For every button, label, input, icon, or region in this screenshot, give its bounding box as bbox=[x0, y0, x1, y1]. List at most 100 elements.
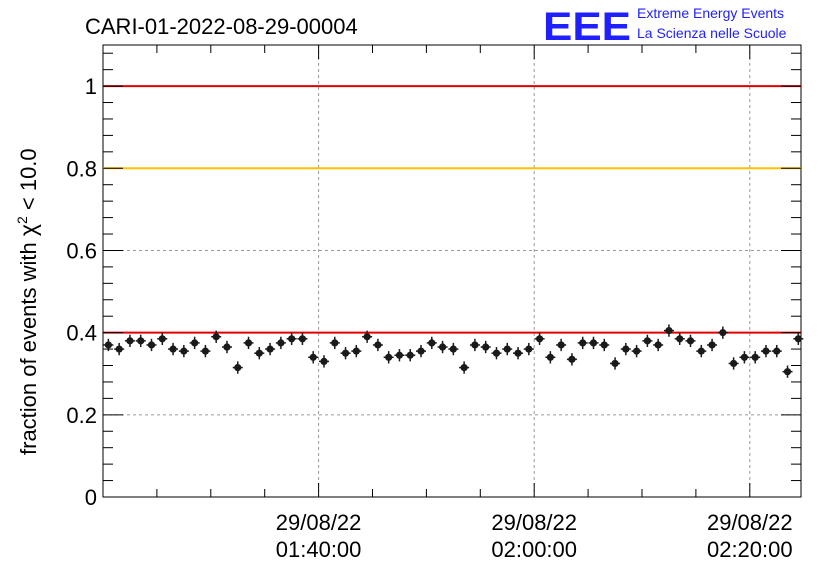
logo-line-1: Extreme Energy Events bbox=[637, 5, 784, 21]
y-tick-label: 0.4 bbox=[66, 321, 97, 346]
point-marker bbox=[244, 339, 253, 347]
point-marker bbox=[266, 345, 274, 353]
data-point bbox=[556, 338, 567, 352]
point-marker bbox=[115, 345, 123, 353]
y-tick-label: 1 bbox=[85, 74, 97, 99]
point-marker bbox=[298, 335, 307, 343]
x-axis: 29/08/2201:40:0029/08/2202:00:0029/08/22… bbox=[156, 45, 793, 562]
point-marker bbox=[428, 339, 436, 347]
data-point bbox=[793, 332, 804, 345]
point-marker bbox=[579, 339, 587, 347]
data-point bbox=[631, 344, 642, 358]
point-marker bbox=[557, 341, 565, 349]
point-marker bbox=[503, 345, 511, 353]
data-point bbox=[685, 334, 696, 348]
point-marker bbox=[665, 326, 673, 335]
point-marker bbox=[449, 345, 457, 353]
point-marker bbox=[525, 345, 533, 353]
point-marker bbox=[535, 335, 544, 343]
data-point bbox=[513, 347, 524, 360]
point-marker bbox=[147, 341, 156, 349]
data-point bbox=[189, 336, 200, 350]
point-marker bbox=[201, 347, 210, 355]
data-point bbox=[707, 338, 718, 352]
point-marker bbox=[406, 351, 414, 359]
data-point bbox=[480, 340, 491, 354]
point-marker bbox=[234, 363, 242, 372]
y-tick-label: 0 bbox=[85, 485, 97, 510]
grid bbox=[103, 45, 801, 497]
data-point bbox=[286, 332, 297, 345]
y-axis-label: fraction of events with χ2 < 10.0 bbox=[14, 148, 41, 455]
data-point bbox=[372, 338, 383, 352]
data-point bbox=[469, 338, 480, 352]
data-point bbox=[275, 336, 286, 350]
x-tick-date: 29/08/22 bbox=[276, 510, 362, 535]
x-tick-time: 02:00:00 bbox=[491, 537, 577, 562]
y-tick-label: 0.8 bbox=[66, 156, 97, 181]
point-marker bbox=[169, 345, 177, 353]
point-marker bbox=[773, 347, 781, 355]
data-point bbox=[577, 336, 588, 350]
data-point bbox=[599, 338, 610, 352]
data-point bbox=[448, 342, 459, 356]
data-point bbox=[103, 338, 114, 352]
x-tick-date: 29/08/22 bbox=[707, 510, 793, 535]
point-marker bbox=[320, 357, 328, 365]
point-marker bbox=[676, 335, 684, 343]
data-point bbox=[168, 342, 179, 356]
point-marker bbox=[352, 347, 360, 355]
data-point bbox=[178, 344, 189, 358]
eee-logo: EEE Extreme Energy Events La Scienza nel… bbox=[543, 5, 787, 49]
plot-frame bbox=[102, 44, 802, 498]
data-point bbox=[124, 334, 135, 348]
point-marker bbox=[309, 353, 317, 361]
point-marker bbox=[600, 341, 608, 349]
logo-line-2: La Scienza nelle Scuole bbox=[637, 25, 787, 41]
data-point bbox=[566, 353, 577, 366]
data-point bbox=[383, 351, 394, 364]
data-point bbox=[739, 351, 750, 364]
x-tick-time: 01:40:00 bbox=[276, 537, 362, 562]
point-marker bbox=[385, 353, 393, 361]
data-point bbox=[405, 349, 416, 362]
data-point bbox=[502, 342, 513, 356]
point-marker bbox=[568, 355, 576, 363]
data-point bbox=[340, 347, 351, 360]
data-point bbox=[146, 338, 157, 352]
data-point bbox=[750, 351, 761, 364]
point-marker bbox=[212, 333, 220, 341]
data-point bbox=[297, 332, 308, 345]
data-point bbox=[308, 351, 319, 364]
data-point bbox=[232, 361, 243, 374]
data-point bbox=[200, 344, 211, 358]
point-marker bbox=[255, 349, 263, 357]
point-marker bbox=[589, 339, 598, 347]
data-point bbox=[620, 342, 631, 356]
y-axis: 0 0.2 0.4 0.6 0.8 1 bbox=[66, 52, 801, 510]
point-marker bbox=[460, 363, 468, 372]
point-marker bbox=[783, 368, 792, 376]
point-marker bbox=[740, 353, 749, 361]
point-marker bbox=[686, 337, 695, 345]
data-points bbox=[103, 324, 804, 378]
data-point bbox=[610, 357, 621, 370]
point-marker bbox=[417, 347, 425, 355]
data-point bbox=[653, 338, 664, 352]
point-marker bbox=[762, 347, 770, 355]
point-marker bbox=[611, 359, 619, 368]
point-marker bbox=[643, 337, 651, 345]
point-marker bbox=[363, 333, 371, 341]
data-point bbox=[771, 344, 782, 358]
point-marker bbox=[719, 329, 727, 337]
x-tick-date: 29/08/22 bbox=[491, 510, 577, 535]
point-marker bbox=[794, 335, 802, 343]
data-point bbox=[534, 332, 545, 345]
point-marker bbox=[331, 339, 339, 347]
point-marker bbox=[622, 345, 630, 353]
point-marker bbox=[191, 339, 199, 347]
x-tick-time: 02:20:00 bbox=[707, 537, 793, 562]
data-point bbox=[663, 324, 674, 337]
eee-logo-mark: EEE bbox=[543, 5, 631, 49]
chart-title: CARI-01-2022-08-29-00004 bbox=[85, 14, 358, 39]
